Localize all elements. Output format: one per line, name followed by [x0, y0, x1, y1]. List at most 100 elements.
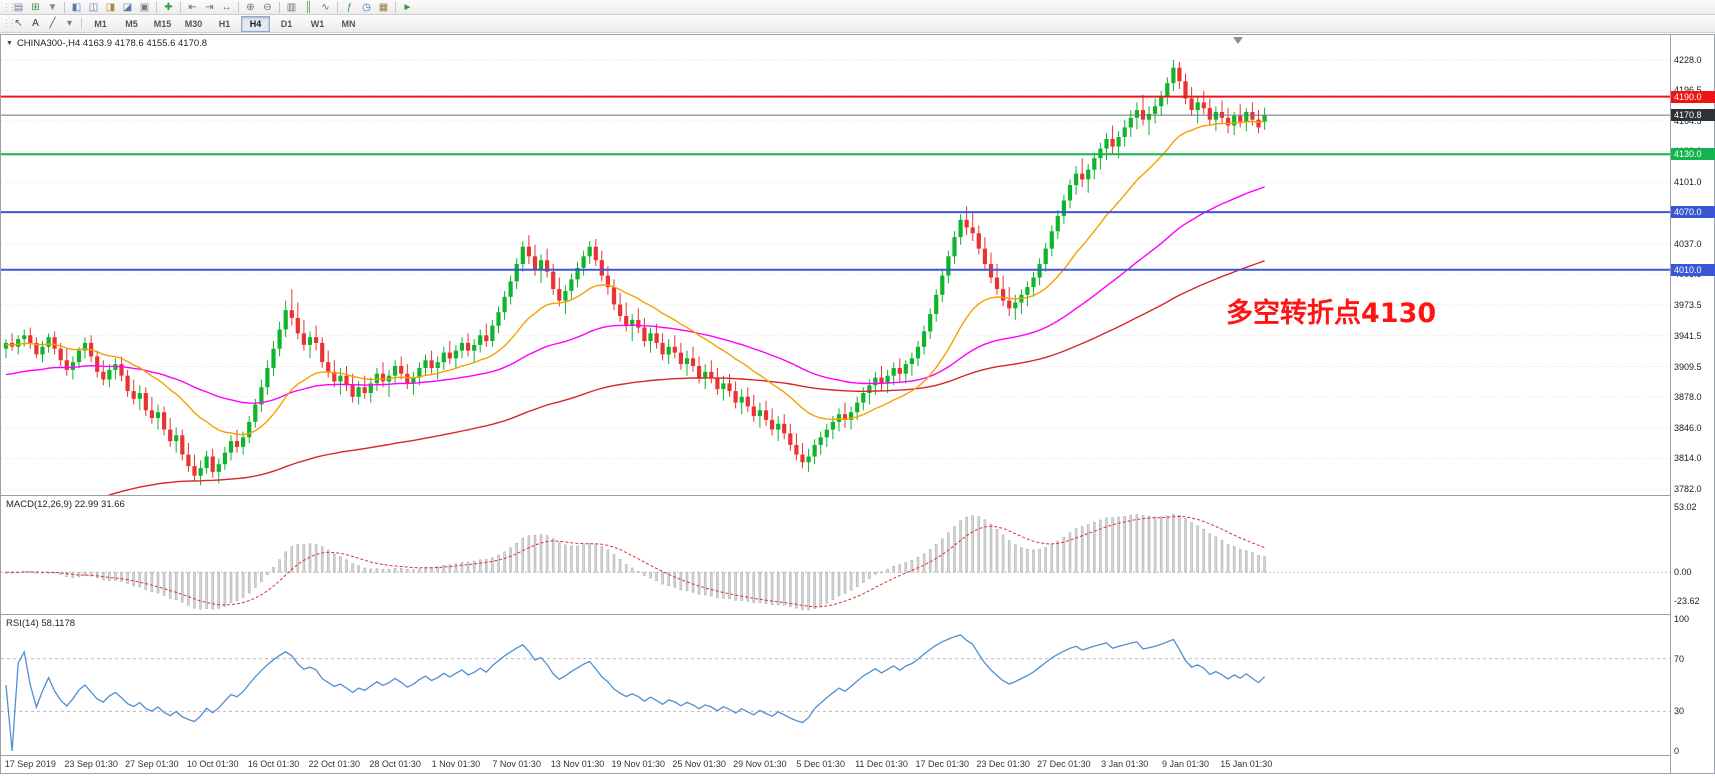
price-level-badge: 4130.0 [1671, 148, 1715, 161]
time-tick-label: 13 Nov 01:30 [550, 759, 605, 769]
text-annotation[interactable]: 多空转折点4130 [1226, 298, 1437, 329]
bar-chart-button[interactable]: ▥ [286, 1, 297, 13]
auto-scroll-button[interactable]: ↔ [221, 1, 232, 13]
macd-indicator-label: MACD(12,26,9) 22.99 31.66 [6, 499, 125, 510]
chart-header: ▼ CHINA300-,H4 4163.9 4178.6 4155.6 4170… [6, 38, 207, 49]
scroll-to-end-button[interactable]: ⇥ [205, 1, 214, 13]
toolbar-separator [238, 1, 239, 13]
scroll-to-start-button[interactable]: ⇤ [188, 1, 197, 13]
timeframes-group: M1 M5 M15 M30 H1 H4 D1 W1 MN [85, 15, 364, 32]
rsi-indicator-label: RSI(14) 58.1178 [6, 618, 76, 629]
price-tick-label: 4037.0 [1674, 238, 1702, 249]
zoom-out-button[interactable]: ⊖ [263, 1, 272, 13]
rsi-tick-label: 0 [1674, 746, 1680, 756]
market-watch-button[interactable]: ◧ [71, 1, 82, 13]
panel-divider[interactable] [1, 755, 1714, 756]
time-tick-label: 25 Nov 01:30 [672, 759, 726, 769]
time-axis[interactable]: 17 Sep 2019 23 Sep 01:30 27 Sep 01:30 10 Oc… [1, 756, 1670, 772]
indicators-button[interactable]: ƒ [346, 1, 353, 13]
macd-tick-label: 53.02 [1674, 502, 1697, 512]
data-window-button[interactable]: ◫ [88, 1, 99, 13]
cursor-tool[interactable]: ↖ [14, 18, 23, 29]
new-order-button[interactable]: ✚ [164, 1, 173, 13]
macd-tick-label: 0.00 [1674, 567, 1692, 578]
time-tick-label: 19 Nov 01:30 [611, 759, 666, 769]
navigator-button[interactable]: ◨ [105, 1, 116, 13]
rsi-tick-label: 30 [1674, 706, 1685, 717]
timeframe-m30[interactable]: M30 [184, 18, 203, 29]
timeframe-d1[interactable]: D1 [280, 18, 293, 29]
price-axis[interactable]: 4228.04196.54164.54133.04101.04069.04037… [1670, 35, 1715, 773]
chart-shift-marker[interactable] [1233, 37, 1243, 44]
chart-window: 17 Sep 2019 23 Sep 01:30 27 Sep 01:30 10 Oc… [0, 34, 1715, 774]
text-label-tool[interactable]: A [32, 18, 39, 29]
timeframe-h4[interactable]: H4 [241, 15, 270, 32]
toolbar-separator [279, 1, 280, 13]
timeframe-m5[interactable]: M5 [125, 18, 138, 29]
toolbar-separator [337, 1, 338, 13]
toolbar-separator [64, 1, 65, 13]
panel-divider[interactable] [1, 614, 1714, 615]
time-tick-label: 11 Dec 01:30 [855, 759, 908, 769]
timeframe-mn[interactable]: MN [341, 18, 356, 29]
time-tick-label: 27 Sep 01:30 [125, 759, 179, 769]
zoom-in-button[interactable]: ⊕ [246, 1, 255, 13]
timeframe-m15[interactable]: M15 [153, 18, 172, 29]
time-tick-label: 15 Jan 01:30 [1220, 759, 1273, 769]
time-tick-label: 29 Nov 01:30 [733, 759, 787, 769]
shapes-dropdown[interactable]: ▾ [66, 18, 73, 29]
time-tick-label: 9 Jan 01:30 [1161, 759, 1210, 769]
time-tick-label: 16 Oct 01:30 [247, 759, 300, 769]
autotrading-button[interactable]: ► [402, 1, 413, 13]
price-tick-label: 4164.5 [1674, 116, 1702, 127]
toolbar-separator [395, 1, 396, 13]
time-tick-label: 10 Oct 01:30 [186, 759, 239, 769]
timeframe-w1[interactable]: W1 [310, 18, 325, 29]
charts-toolbar: ⋮⋮ ↖ A ╱ ▾ M1 M5 M15 M30 H1 H4 D1 W1 MN [0, 15, 1715, 33]
price-tick-label: 3973.5 [1674, 299, 1702, 310]
price-tick-label: 4228.0 [1674, 55, 1702, 65]
price-level-badge: 4010.0 [1671, 263, 1715, 276]
price-tick-label: 3846.0 [1674, 422, 1702, 433]
panel-divider[interactable] [1, 495, 1714, 496]
time-tick-label: 5 Dec 01:30 [796, 759, 845, 769]
strategy-tester-button[interactable]: ▣ [139, 1, 150, 13]
time-tick-label: 22 Oct 01:30 [308, 759, 361, 769]
toolbar-separator [156, 1, 157, 13]
toolbar-grip[interactable]: ⋮⋮ [2, 18, 17, 28]
time-tick-label: 27 Dec 01:30 [1037, 759, 1091, 769]
timeframe-h1[interactable]: H1 [218, 18, 231, 29]
line-studies-group: ⋮⋮ ↖ A ╱ ▾ [2, 17, 85, 30]
line-chart-button[interactable]: ∿ [321, 1, 330, 13]
candlestick-chart-button[interactable]: ║ [304, 1, 313, 13]
periods-dropdown[interactable]: ◷ [362, 1, 371, 13]
time-tick-label: 7 Nov 01:30 [492, 759, 541, 769]
price-tick-label: 3782.0 [1674, 484, 1702, 495]
price-level-badge: 4070.0 [1671, 206, 1715, 219]
profiles-dropdown[interactable]: ▼ [47, 1, 58, 13]
toolbar-separator [180, 1, 181, 13]
price-tick-label: 4101.0 [1674, 177, 1702, 188]
trendline-tool[interactable]: ╱ [49, 18, 56, 29]
time-tick-label: 17 Sep 2019 [4, 759, 56, 769]
new-chart-button[interactable]: ⊞ [31, 1, 40, 13]
main-chart-canvas[interactable] [1, 35, 1670, 495]
timeframe-m1[interactable]: M1 [94, 18, 107, 29]
time-tick-label: 23 Sep 01:30 [64, 759, 118, 769]
rsi-tick-label: 100 [1674, 614, 1690, 624]
price-tick-label: 3909.5 [1674, 361, 1702, 372]
chart-collapse-icon[interactable]: ▼ [6, 40, 13, 47]
price-level-badge: 4190.0 [1671, 90, 1715, 103]
price-tick-label: 3941.5 [1674, 330, 1702, 341]
macd-tick-label: -23.62 [1674, 596, 1700, 607]
rsi-tick-label: 70 [1674, 653, 1685, 664]
toolbar-separator [81, 18, 82, 29]
templates-button[interactable]: ▦ [378, 1, 389, 13]
toolbar-grip[interactable]: ⋮⋮ [2, 1, 17, 12]
time-tick-label: 3 Jan 01:30 [1101, 759, 1149, 769]
rsi-panel-canvas[interactable] [1, 615, 1670, 755]
terminal-button[interactable]: ◪ [122, 1, 133, 13]
macd-panel-canvas[interactable] [1, 496, 1670, 614]
charts-grid-button[interactable]: ▤ [13, 1, 24, 13]
